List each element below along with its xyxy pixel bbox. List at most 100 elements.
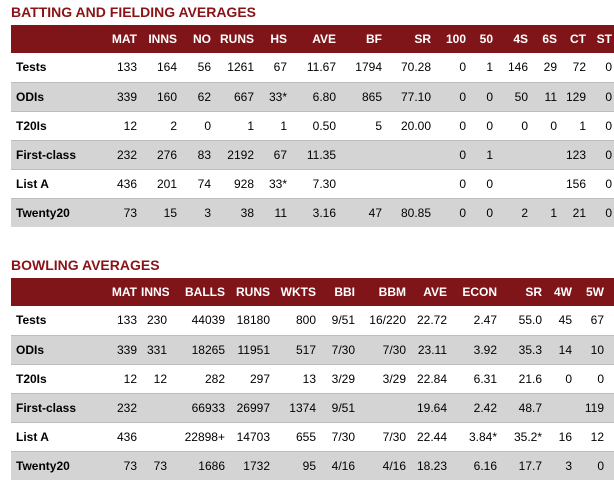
stat-cell: 2 xyxy=(139,110,179,140)
stat-cell: 517 xyxy=(272,334,318,364)
batting-averages-table: MAT INNS NO RUNS HS AVE BF SR 100 50 4S 6S CT ST Test… xyxy=(11,25,614,227)
stat-cell: 129 xyxy=(559,81,588,111)
stat-cell: 146 xyxy=(507,60,528,75)
stat-cell: 0 xyxy=(606,421,614,451)
stat-cell xyxy=(544,392,574,422)
column-header: CT xyxy=(570,32,586,46)
format-label: Twenty20 xyxy=(11,450,95,480)
stat-cell: 3.84* xyxy=(449,421,499,451)
column-header: 50 xyxy=(479,32,493,46)
table-row: ODIs 339 160 62 667 33* 6.80 865 77.10 0 0 50 11 129 0 xyxy=(11,81,614,111)
stat-cell: 17.7 xyxy=(499,450,544,480)
stat-cell: 339 xyxy=(95,334,139,364)
stat-cell: 339 xyxy=(95,81,139,111)
format-label: Tests xyxy=(16,313,47,328)
bowling-body: Tests 133 230 44039 18180 800 9/51 16/220 22.72 2… xyxy=(11,306,614,480)
stat-cell: 48.7 xyxy=(499,392,544,422)
batting-body: Tests 133 164 56 1261 67 11.67 1794 70.28 0 1 146 29… xyxy=(11,53,614,227)
batting-header-row: MAT INNS NO RUNS HS AVE BF SR 100 50 4S 6S CT ST xyxy=(11,25,614,53)
stat-cell: 276 xyxy=(139,139,179,169)
stat-cell xyxy=(495,168,530,198)
column-header: 4S xyxy=(513,32,528,46)
stat-cell: 20.00 xyxy=(384,110,433,140)
column-header: BBI xyxy=(334,285,355,299)
column-header: 100 xyxy=(445,32,466,46)
bowling-section-title: BOWLING AVERAGES xyxy=(11,257,160,273)
stat-cell: 80.85 xyxy=(384,197,433,227)
column-header: 6S xyxy=(542,32,557,46)
stat-cell: 0 xyxy=(468,197,495,227)
format-label: T20Is xyxy=(11,110,95,140)
table-row: ODIs 339 331 18265 11951 517 7/30 7/30 23.11 3.92… xyxy=(11,334,614,364)
stat-cell: 2192 xyxy=(213,139,256,169)
stat-cell: 6.80 xyxy=(289,81,338,111)
stat-cell: 18180 xyxy=(236,313,270,328)
stat-cell: 133 xyxy=(116,313,137,328)
stat-cell: 7/30 xyxy=(318,421,357,451)
stat-cell: 12 xyxy=(95,110,139,140)
stat-cell: 5 xyxy=(338,110,384,140)
stat-cell: 133 xyxy=(116,60,137,75)
stat-cell: 0 xyxy=(433,139,468,169)
stat-cell: 0 xyxy=(588,139,614,169)
stat-cell: 22 xyxy=(606,306,614,335)
stat-cell: 0 xyxy=(574,363,606,393)
stat-cell: 0.50 xyxy=(289,110,338,140)
stat-cell: 56 xyxy=(197,60,211,75)
format-label: List A xyxy=(11,168,95,198)
stat-cell: 11.35 xyxy=(289,139,338,169)
stat-cell: 232 xyxy=(95,139,139,169)
column-header: BF xyxy=(366,32,382,46)
stat-cell: 4/16 xyxy=(318,450,357,480)
stat-cell: 331 xyxy=(139,334,169,364)
stat-cell: 73 xyxy=(95,197,139,227)
stat-cell: 655 xyxy=(272,421,318,451)
stat-cell: 2.47 xyxy=(473,313,497,328)
table-row: Twenty20 73 15 3 38 11 3.16 47 80.85 0 0 2 1 21 0 xyxy=(11,197,614,227)
stat-cell: 47 xyxy=(338,197,384,227)
stat-cell: 3.92 xyxy=(449,334,499,364)
stat-cell: 156 xyxy=(559,168,588,198)
stat-cell: 2.42 xyxy=(449,392,499,422)
stat-cell xyxy=(139,421,169,451)
stat-cell: 11 xyxy=(530,81,559,111)
table-row: First-class 232 66933 26997 1374 9/51 19.64 2.4… xyxy=(11,392,614,422)
stat-cell: 95 xyxy=(272,450,318,480)
stat-cell: 0 xyxy=(495,110,530,140)
stat-cell: 22.72 xyxy=(416,313,447,328)
stat-cell: 4/16 xyxy=(357,450,408,480)
stat-cell: 0 xyxy=(606,334,614,364)
format-label: ODIs xyxy=(11,81,95,111)
column-header: RUNS xyxy=(235,285,270,299)
stat-cell: 1732 xyxy=(227,450,272,480)
column-header: BALLS xyxy=(185,285,225,299)
stat-cell: 26997 xyxy=(227,392,272,422)
stat-cell: 18265 xyxy=(169,334,227,364)
stat-cell: 67 xyxy=(273,60,287,75)
stat-cell: 0 xyxy=(588,197,614,227)
stat-cell: 12 xyxy=(95,363,139,393)
stat-cell: 11951 xyxy=(227,334,272,364)
stat-cell xyxy=(357,392,408,422)
column-header: INNS xyxy=(148,32,177,46)
stat-cell: 0 xyxy=(468,81,495,111)
table-row: List A 436 201 74 928 33* 7.30 0 0 156 0 xyxy=(11,168,614,198)
column-header: MAT xyxy=(111,285,137,299)
stat-cell: 1 xyxy=(213,110,256,140)
table-row: Tests 133 164 56 1261 67 11.67 1794 70.28 0 1 146 29… xyxy=(11,53,614,82)
bowling-header-row: MAT INNS BALLS RUNS WKTS BBI BBM AVE ECON SR 4W 5W1… xyxy=(11,278,614,306)
stat-cell: 22.84 xyxy=(408,363,449,393)
stat-cell: 73 xyxy=(139,450,169,480)
stat-cell xyxy=(384,139,433,169)
stat-cell: 667 xyxy=(213,81,256,111)
stat-cell: 44039 xyxy=(191,313,225,328)
stat-cell: 0 xyxy=(588,110,614,140)
column-header: HS xyxy=(270,32,287,46)
stat-cell: 0 xyxy=(606,363,614,393)
stat-cell: 12 xyxy=(574,421,606,451)
format-label: Twenty20 xyxy=(11,197,95,227)
table-row: Twenty20 73 73 1686 1732 95 4/16 4/16 18.23 6.16 1… xyxy=(11,450,614,480)
column-header: RUNS xyxy=(219,32,254,46)
stat-cell: 1 xyxy=(559,110,588,140)
stat-cell: 0 xyxy=(433,168,468,198)
